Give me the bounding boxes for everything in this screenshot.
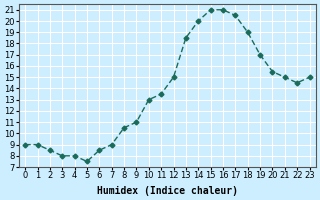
X-axis label: Humidex (Indice chaleur): Humidex (Indice chaleur) — [97, 186, 238, 196]
